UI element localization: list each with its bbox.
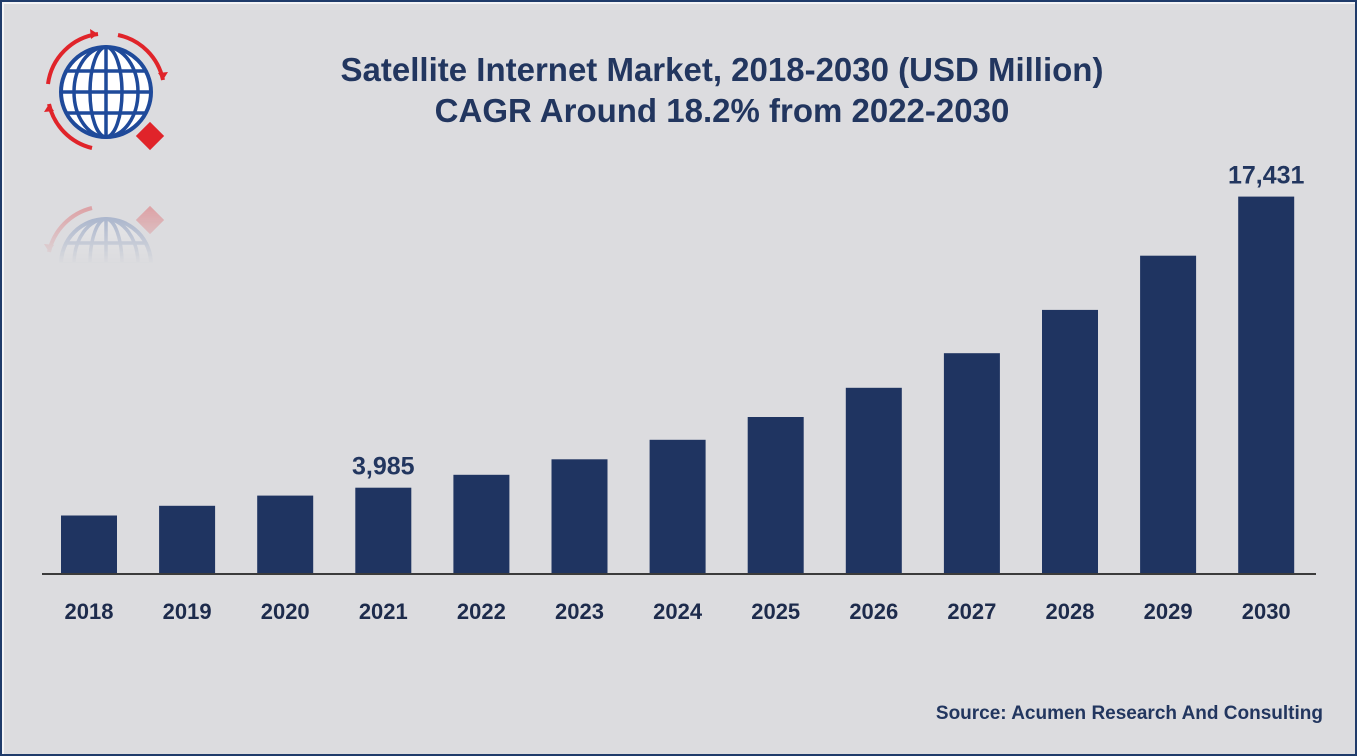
x-tick-label-2022: 2022	[457, 599, 506, 624]
bar-2030	[1238, 196, 1295, 574]
bar-2027	[943, 353, 1000, 574]
x-tick-label-2029: 2029	[1144, 599, 1193, 624]
bar-2025	[747, 417, 804, 574]
bar-2029	[1140, 255, 1197, 574]
x-tick-label-2026: 2026	[849, 599, 898, 624]
x-tick-label-2019: 2019	[163, 599, 212, 624]
logo-globe-icon	[42, 27, 170, 153]
x-tick-label-2027: 2027	[947, 599, 996, 624]
bar-2021	[355, 487, 412, 574]
x-tick-label-2028: 2028	[1046, 599, 1095, 624]
bar-2028	[1042, 309, 1098, 574]
x-tick-label-2030: 2030	[1242, 599, 1291, 624]
bar-2026	[845, 387, 902, 574]
bar-2018	[61, 515, 117, 574]
x-tick-label-2023: 2023	[555, 599, 604, 624]
chart-title: Satellite Internet Market, 2018-2030 (US…	[341, 51, 1104, 88]
x-tick-label-2018: 2018	[65, 599, 114, 624]
bars-group	[61, 196, 1295, 574]
data-labels: 3,985 17,431	[352, 162, 1305, 481]
bar-2023	[551, 459, 608, 574]
x-tick-label-2025: 2025	[751, 599, 800, 624]
bar-2024	[649, 439, 706, 574]
x-tick-label-2020: 2020	[261, 599, 310, 624]
logo-reflection-icon	[42, 203, 170, 329]
source-note: Source: Acumen Research And Consulting	[936, 703, 1323, 724]
chart-subtitle: CAGR Around 18.2% from 2022-2030	[435, 92, 1010, 129]
bar-2020	[257, 495, 314, 574]
data-label-2030: 17,431	[1228, 162, 1305, 190]
x-tick-label-2024: 2024	[653, 599, 703, 624]
x-tick-labels: 2018 2019 2020 2021 2022 2023 2024 2025 2026 2027…	[65, 599, 1291, 624]
x-tick-label-2021: 2021	[359, 599, 408, 624]
data-label-2021: 3,985	[352, 453, 415, 481]
bar-2022	[453, 474, 510, 574]
bar-2019	[159, 505, 216, 574]
